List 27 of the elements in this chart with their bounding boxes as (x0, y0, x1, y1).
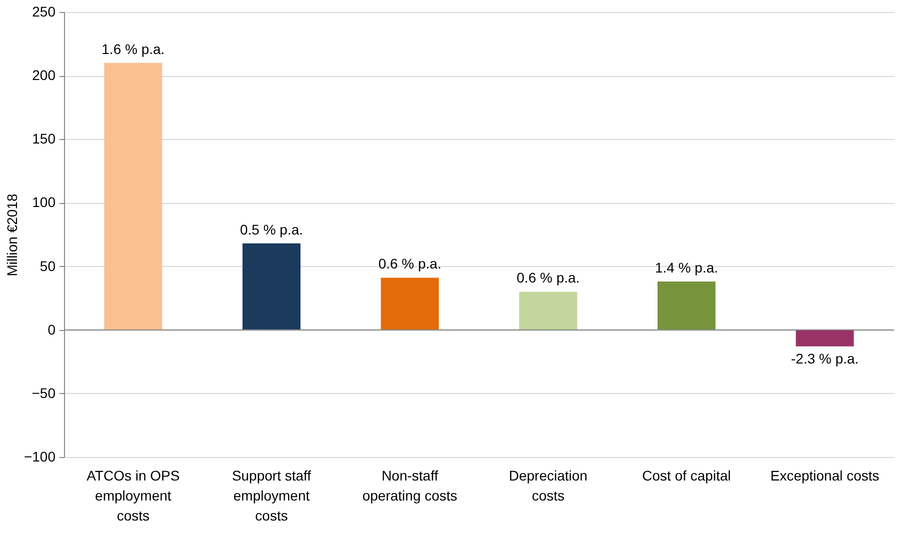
y-tick-label: 150 (32, 130, 56, 147)
annotation: -2.3 % p.a. (790, 350, 859, 366)
annotation: 1.6 % p.a. (102, 40, 165, 57)
x-tick-label: Non-staff operating costs (362, 468, 458, 504)
bar (519, 292, 578, 330)
bar (380, 278, 439, 330)
bar (242, 243, 300, 330)
bar (796, 330, 854, 346)
y-tick-label: 100 (32, 194, 56, 210)
y-axis-title: Million €2018 (4, 194, 20, 276)
bar (104, 62, 162, 330)
y-tick-label: 200 (32, 67, 56, 84)
y-tick-label: 250 (32, 4, 56, 20)
x-tick-label: Support staff employment costs (232, 468, 312, 524)
annotation: 1.4 % p.a. (654, 260, 718, 276)
annotation: 0.5 % p.a. (240, 221, 304, 238)
bar (658, 282, 716, 330)
annotation: 0.6 % p.a. (378, 256, 442, 272)
annotation: 0.6 % p.a. (516, 270, 580, 286)
x-tick-label: Exceptional costs (770, 468, 880, 484)
y-tick-label: 50 (40, 258, 56, 274)
x-tick-label: Depreciation costs (508, 468, 588, 504)
y-tick-label: −100 (24, 448, 56, 464)
x-tick-label: ATCOs in OPS employment costs (86, 468, 180, 524)
y-tick-label: 0 (48, 321, 56, 338)
y-tick-label: −50 (32, 384, 56, 401)
x-tick-label: Cost of capital (642, 468, 731, 484)
